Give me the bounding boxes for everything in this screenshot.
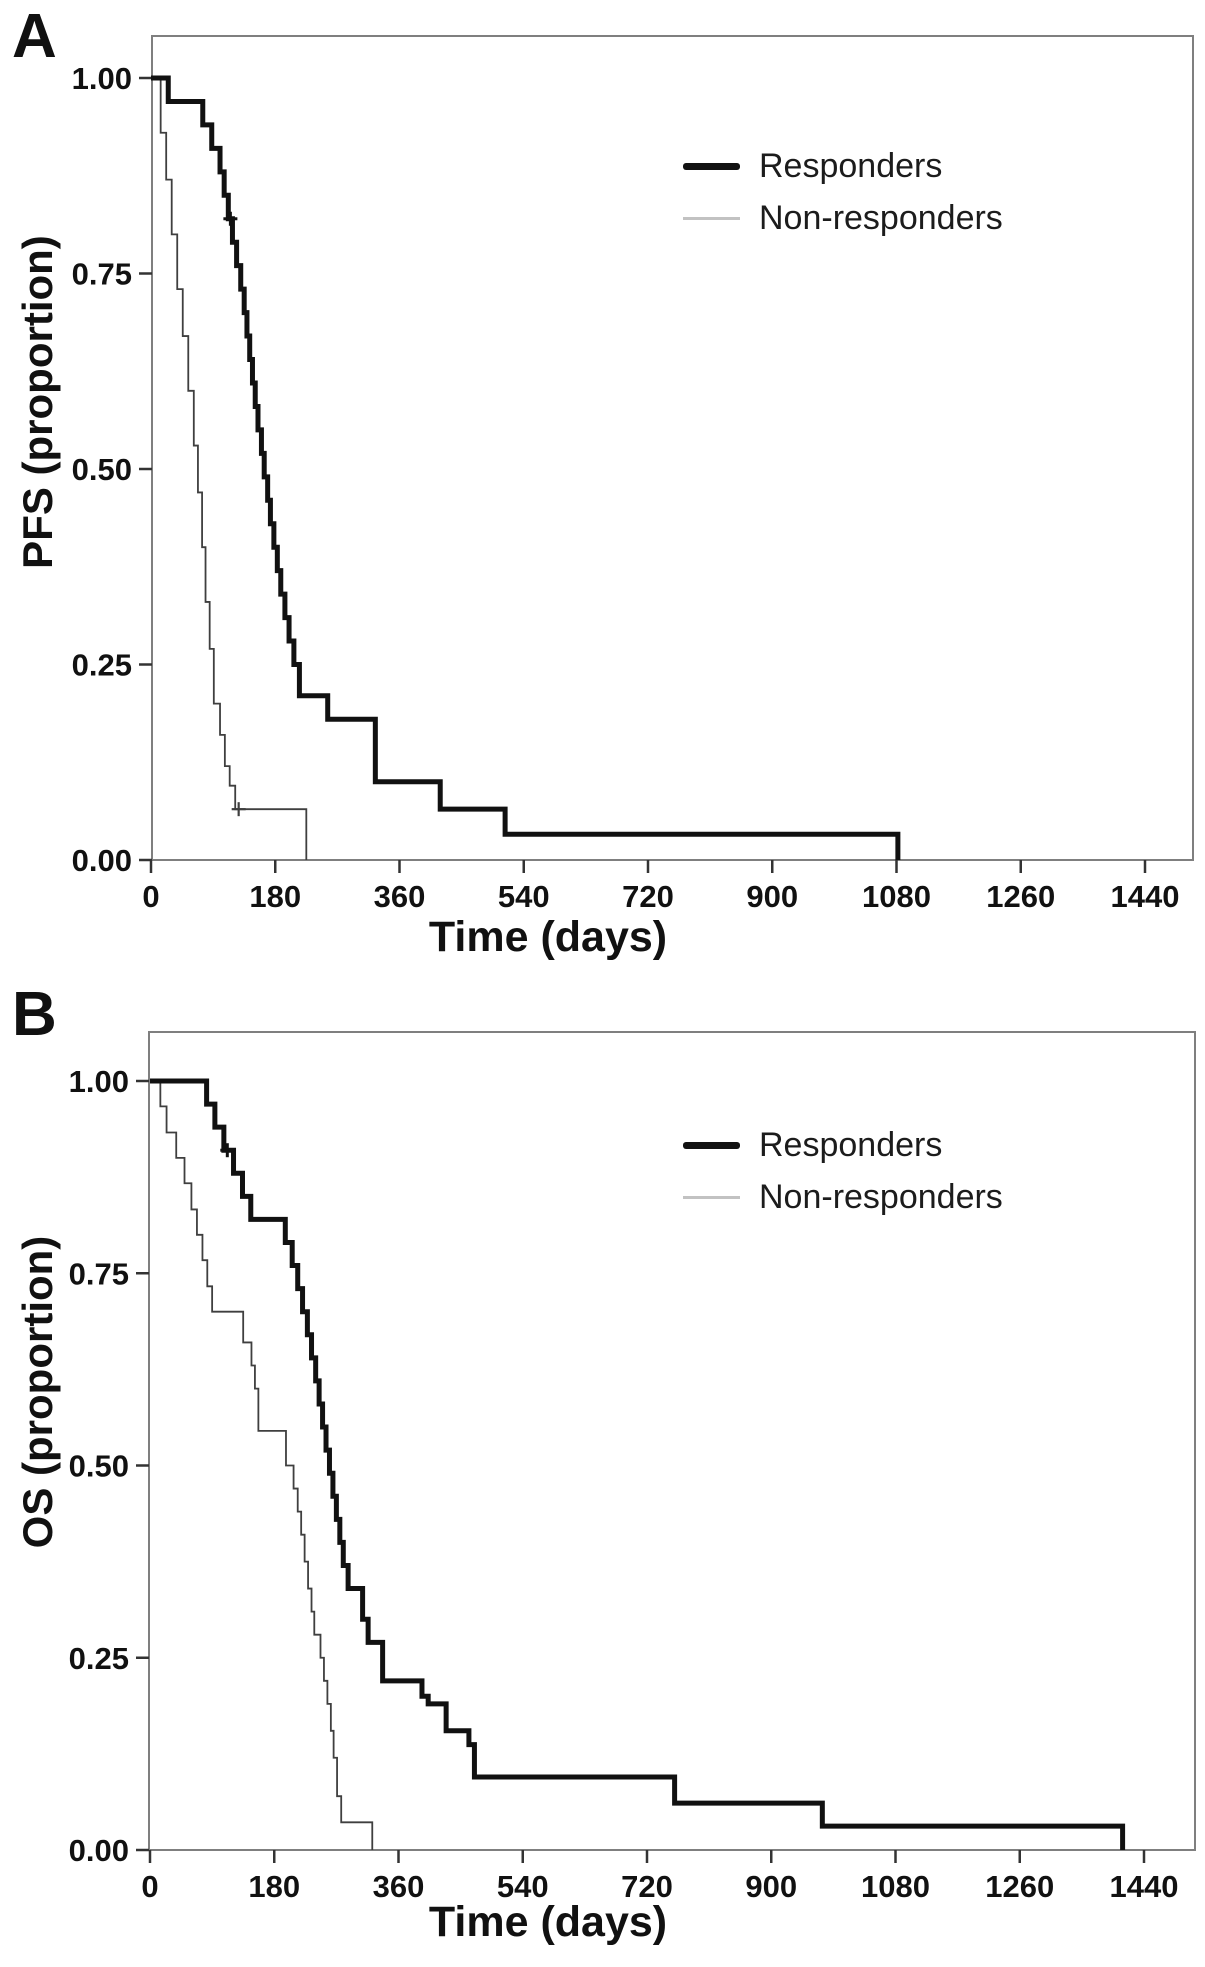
panel-a-label: A <box>12 2 57 71</box>
svg-text:1080: 1080 <box>861 1869 930 1904</box>
svg-text:1.00: 1.00 <box>69 1064 129 1099</box>
responders-line-sample <box>683 1141 740 1149</box>
legend-item-responders: Responders <box>683 140 1003 192</box>
svg-text:0.75: 0.75 <box>69 1256 129 1291</box>
svg-text:1.00: 1.00 <box>72 61 132 96</box>
svg-text:900: 900 <box>745 1869 797 1904</box>
legend-label-responders: Responders <box>759 1125 943 1164</box>
svg-text:720: 720 <box>622 879 674 914</box>
svg-text:1440: 1440 <box>1111 879 1180 914</box>
svg-text:1080: 1080 <box>862 879 931 914</box>
svg-text:0.00: 0.00 <box>69 1833 129 1868</box>
responders-line-sample <box>683 162 740 170</box>
legend-panel-a: Responders Non-responders <box>683 140 1003 244</box>
svg-text:1440: 1440 <box>1110 1869 1179 1904</box>
svg-text:0.00: 0.00 <box>72 843 132 878</box>
svg-text:0.50: 0.50 <box>69 1449 129 1484</box>
svg-text:0.75: 0.75 <box>72 257 132 292</box>
legend-item-responders: Responders <box>683 1119 1003 1171</box>
pfs-axis-label: PFS (proportion) <box>14 235 61 569</box>
svg-text:900: 900 <box>746 879 798 914</box>
svg-text:0.25: 0.25 <box>69 1641 129 1676</box>
non-responders-line-sample <box>683 216 740 220</box>
svg-text:540: 540 <box>498 879 550 914</box>
svg-text:0.25: 0.25 <box>72 648 132 683</box>
os-axis-label: OS (proportion) <box>14 1235 61 1549</box>
time-axis-label-a: Time (days) <box>428 913 668 961</box>
svg-text:0.50: 0.50 <box>72 452 132 487</box>
legend-label-non-responders: Non-responders <box>759 198 1003 237</box>
legend-item-non-responders: Non-responders <box>683 192 1003 244</box>
legend-label-responders: Responders <box>759 146 943 185</box>
svg-text:360: 360 <box>374 879 426 914</box>
svg-text:360: 360 <box>373 1869 425 1904</box>
svg-text:540: 540 <box>497 1869 549 1904</box>
svg-text:1260: 1260 <box>985 1869 1054 1904</box>
legend-label-non-responders: Non-responders <box>759 1177 1003 1216</box>
svg-text:180: 180 <box>249 879 301 914</box>
svg-text:0: 0 <box>141 1869 158 1904</box>
svg-text:1260: 1260 <box>986 879 1055 914</box>
svg-text:0: 0 <box>142 879 159 914</box>
legend-panel-b: Responders Non-responders <box>683 1119 1003 1223</box>
legend-item-non-responders: Non-responders <box>683 1171 1003 1223</box>
panel-b-label: B <box>12 980 57 1049</box>
time-axis-label-b: Time (days) <box>428 1898 668 1946</box>
svg-text:180: 180 <box>248 1869 300 1904</box>
non-responders-line-sample <box>683 1195 740 1199</box>
svg-text:720: 720 <box>621 1869 673 1904</box>
